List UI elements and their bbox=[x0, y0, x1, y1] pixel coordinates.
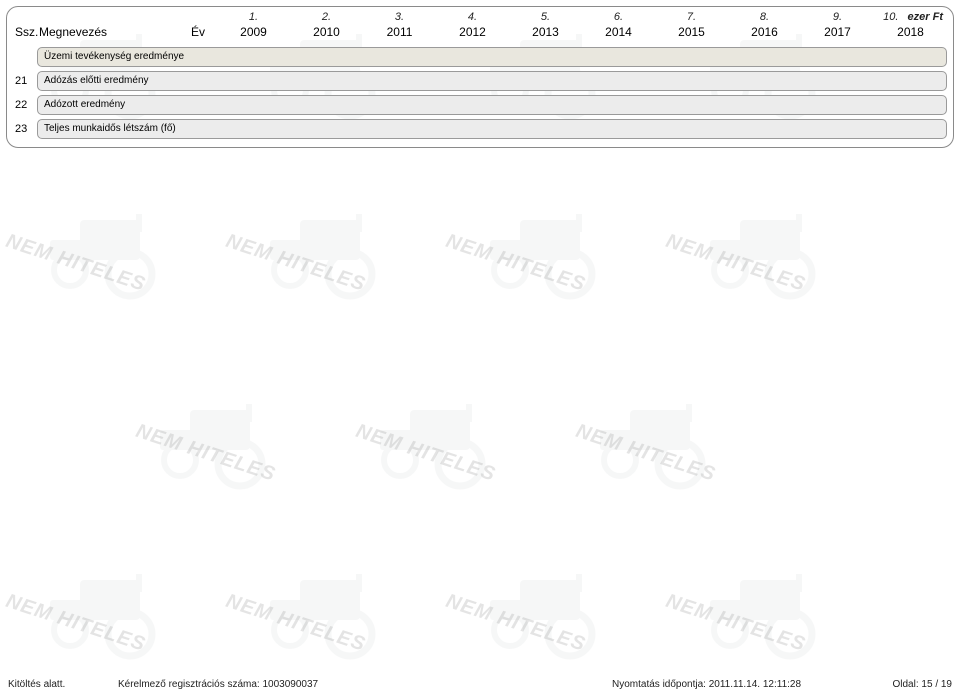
footer-page: Oldal: 15 / 19 bbox=[832, 679, 952, 690]
year-col: 2010 bbox=[290, 23, 363, 43]
row-ssz: 23 bbox=[13, 123, 37, 135]
col-num: 4. bbox=[436, 11, 509, 23]
watermark-text: NEM HITELES bbox=[223, 590, 368, 657]
year-col: 2009 bbox=[217, 23, 290, 43]
footer-page-sep: / bbox=[935, 679, 938, 690]
footer-print-value: 2011.11.14. 12:11:28 bbox=[709, 679, 801, 690]
watermark-text: NEM HITELES bbox=[3, 590, 148, 657]
year-col: 2018 bbox=[874, 23, 947, 43]
data-card: 1. 2. 3. 4. 5. 6. 7. 8. 9. 10. ezer Ft S… bbox=[6, 6, 954, 148]
watermark-text: NEM HITELES bbox=[3, 230, 148, 297]
year-header: Év bbox=[177, 23, 217, 43]
col-num: 10. bbox=[874, 11, 908, 23]
header-numeric-row: 1. 2. 3. 4. 5. 6. 7. 8. 9. 10. ezer Ft bbox=[13, 11, 947, 23]
row-ssz: 21 bbox=[13, 75, 37, 87]
watermark-text: NEM HITELES bbox=[573, 420, 718, 487]
footer-print-label: Nyomtatás időpontja: bbox=[612, 679, 706, 690]
col-num: 9. bbox=[801, 11, 874, 23]
row-cell: Teljes munkaidős létszám (fő) bbox=[37, 119, 947, 139]
footer-status: Kitöltés alatt. bbox=[8, 679, 118, 690]
table-row: 23 Teljes munkaidős létszám (fő) bbox=[13, 119, 947, 139]
watermark-text: NEM HITELES bbox=[223, 230, 368, 297]
footer-reg-value: 1003090037 bbox=[263, 679, 319, 690]
header-year-row: Ssz. Megnevezés Év 2009 2010 2011 2012 2… bbox=[13, 23, 947, 43]
col-num: 1. bbox=[217, 11, 290, 23]
ssz-header: Ssz. bbox=[13, 23, 37, 43]
row-cell: Adózott eredmény bbox=[37, 95, 947, 115]
col-num: 7. bbox=[655, 11, 728, 23]
watermark-text: NEM HITELES bbox=[663, 590, 808, 657]
footer-page-current: 15 bbox=[921, 679, 932, 690]
col-num: 5. bbox=[509, 11, 582, 23]
year-col: 2011 bbox=[363, 23, 436, 43]
page-footer: Kitöltés alatt. Kérelmező regisztrációs … bbox=[0, 679, 960, 690]
row-cell: Adózás előtti eredmény bbox=[37, 71, 947, 91]
year-col: 2017 bbox=[801, 23, 874, 43]
year-col: 2015 bbox=[655, 23, 728, 43]
year-col: 2013 bbox=[509, 23, 582, 43]
name-header: Megnevezés bbox=[37, 23, 177, 43]
col-num: 2. bbox=[290, 11, 363, 23]
col-num: 3. bbox=[363, 11, 436, 23]
unit-label: ezer Ft bbox=[908, 11, 947, 23]
watermark-text: NEM HITELES bbox=[353, 420, 498, 487]
table-row: 21 Adózás előtti eredmény bbox=[13, 71, 947, 91]
table-row: 22 Adózott eredmény bbox=[13, 95, 947, 115]
year-col: 2012 bbox=[436, 23, 509, 43]
watermark-text: NEM HITELES bbox=[663, 230, 808, 297]
row-ssz: 22 bbox=[13, 99, 37, 111]
row-cell: Üzemi tevékenység eredménye bbox=[37, 47, 947, 67]
year-col: 2016 bbox=[728, 23, 801, 43]
year-col: 2014 bbox=[582, 23, 655, 43]
watermark-text: NEM HITELES bbox=[443, 230, 588, 297]
footer-reg: Kérelmező regisztrációs száma: 100309003… bbox=[118, 679, 612, 690]
table-row: Üzemi tevékenység eredménye bbox=[13, 47, 947, 67]
footer-reg-label: Kérelmező regisztrációs száma: bbox=[118, 679, 260, 690]
footer-print: Nyomtatás időpontja: 2011.11.14. 12:11:2… bbox=[612, 679, 832, 690]
footer-page-total: 19 bbox=[941, 679, 952, 690]
col-num: 8. bbox=[728, 11, 801, 23]
col-num: 6. bbox=[582, 11, 655, 23]
footer-page-label: Oldal: bbox=[893, 679, 919, 690]
watermark-text: NEM HITELES bbox=[133, 420, 278, 487]
watermark-text: NEM HITELES bbox=[443, 590, 588, 657]
